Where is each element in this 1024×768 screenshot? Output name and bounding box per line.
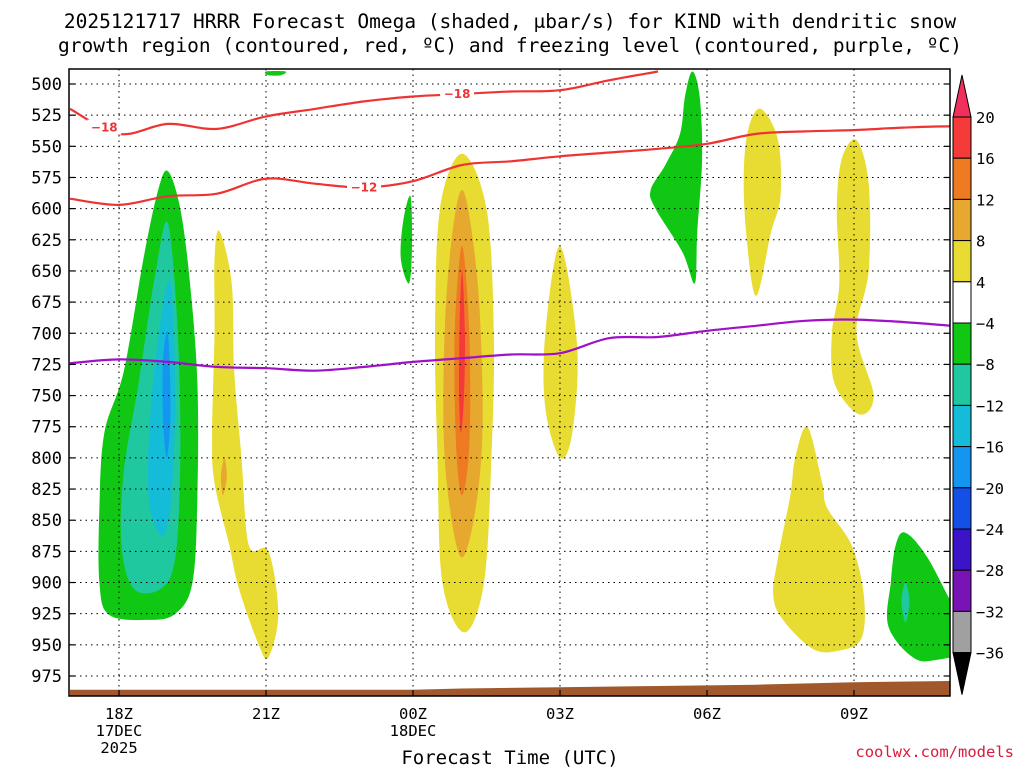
colorbar-label-12: −32 [976, 603, 1004, 621]
colorbar-bin-11 [952, 569, 972, 612]
freezing-level-0-line [69, 318, 950, 372]
colorbar-label-10: −24 [976, 521, 1004, 539]
dgz-minus-18-label-bg-0 [87, 119, 122, 135]
ground-layer [70, 681, 950, 696]
omega-teal-10z [901, 582, 910, 623]
colorbar: 20 16 12 8 4 −4 −8 −12 −16 −20 −24 −28 −32 −36 [952, 74, 1004, 695]
y-tick-label-750: 750 [31, 387, 62, 407]
colorbar-bin-6 [952, 363, 972, 406]
y-tick-label-500: 500 [31, 75, 62, 95]
dgz-minus-18-right-line [981, 72, 1006, 97]
x-tick-label-18Z: 18Z [105, 705, 133, 723]
omega-red-01z [458, 270, 466, 433]
colorbar-bin-10 [952, 528, 972, 571]
dgz-minus-12-label-0: −12 [351, 180, 378, 194]
y-tick-label-925: 925 [31, 605, 62, 625]
omega-shading-layer [98, 62, 1014, 662]
colorbar-bin-1 [952, 157, 972, 200]
y-tick-label-675: 675 [31, 293, 62, 313]
y-tick-label-800: 800 [31, 449, 62, 469]
y-tick-label-825: 825 [31, 480, 62, 500]
omega-green-2345z [400, 195, 413, 284]
omega-green-21z-top [264, 71, 287, 76]
colorbar-label-8: −16 [976, 439, 1004, 457]
colorbar-label-9: −20 [976, 480, 1004, 498]
colorbar-bin-8 [952, 446, 972, 489]
chart-title-line1: 2025121717 HRRR Forecast Omega (shaded, … [64, 10, 956, 33]
y-tick-label-575: 575 [31, 168, 62, 188]
y-tick-label-900: 900 [31, 574, 62, 594]
y-tick-label-975: 975 [31, 667, 62, 687]
y-tick-label-875: 875 [31, 542, 62, 562]
y-tick-label-650: 650 [31, 262, 62, 282]
dgz-minus-18-line [69, 70, 659, 136]
colorbar-bin-2 [952, 198, 972, 242]
colorbar-bin-12 [952, 610, 972, 654]
dgz-minus-12-label-bg-0 [347, 179, 381, 195]
colorbar-label-11: −28 [976, 562, 1004, 580]
x-tick-label-09Z: 09Z [840, 705, 868, 723]
x-tick-year-18Z: 2025 [100, 739, 137, 757]
y-axis: 500 525 550 575 600 625 650 675 700 725 750 775 800 8… [31, 75, 950, 687]
y-tick-label-775: 775 [31, 418, 62, 438]
y-tick-label-625: 625 [31, 231, 62, 251]
omega-yellow-2030z [212, 230, 279, 660]
x-tick-label-03Z: 03Z [546, 705, 574, 723]
x-tick-label-00Z: 00Z [399, 705, 427, 723]
omega-yellow-0830z [831, 139, 874, 415]
plot-area: −18 −18 −12 [69, 62, 1014, 696]
colorbar-label-7: −12 [976, 397, 1004, 415]
terrain-surface [70, 681, 950, 696]
y-tick-label-525: 525 [31, 106, 62, 126]
y-tick-label-700: 700 [31, 324, 62, 344]
y-tick-label-600: 600 [31, 200, 62, 220]
credit-text: coolwx.com/models [855, 743, 1014, 761]
dgz-minus-18-label-bg-1 [440, 85, 475, 101]
colorbar-label-6: −8 [976, 356, 995, 374]
colorbar-label-3: 8 [976, 233, 985, 251]
colorbar-bin-7 [952, 404, 972, 448]
colorbar-bin-5 [952, 322, 972, 365]
x-tick-date-00Z: 18DEC [390, 722, 437, 740]
colorbar-bin-9 [952, 487, 972, 530]
x-tick-label-06Z: 06Z [693, 705, 721, 723]
y-tick-label-725: 725 [31, 355, 62, 375]
x-axis-label: Forecast Time (UTC) [401, 747, 618, 768]
colorbar-bin-4 [952, 281, 972, 324]
omega-green-11z [979, 62, 1014, 203]
y-tick-label-850: 850 [31, 511, 62, 531]
colorbar-label-13: −36 [976, 645, 1004, 663]
dgz-minus-18-label-1: −18 [444, 87, 471, 101]
colorbar-label-0: 20 [976, 109, 995, 127]
y-tick-label-550: 550 [31, 137, 62, 157]
contour-layer: −18 −18 −12 [69, 70, 1006, 372]
dgz-minus-12-line [69, 125, 950, 207]
colorbar-label-4: 4 [976, 274, 985, 292]
colorbar-label-1: 16 [976, 150, 995, 168]
omega-orange-2030z [220, 457, 227, 496]
x-tick-date-18Z: 17DEC [96, 722, 143, 740]
omega-yellow-08z [773, 426, 865, 653]
colorbar-bin-3 [952, 240, 972, 283]
grid-layer [69, 69, 950, 696]
colorbar-bin-0 [952, 116, 972, 159]
colorbar-top-arrow [952, 74, 972, 118]
y-tick-label-950: 950 [31, 636, 62, 656]
dgz-minus-18-label-0: −18 [91, 121, 118, 135]
omega-yellow-07z [743, 108, 782, 296]
colorbar-label-2: 12 [976, 191, 995, 209]
omega-green-10z [886, 532, 950, 662]
colorbar-label-5: −4 [976, 315, 995, 333]
omega-green-05z [649, 71, 703, 284]
x-tick-label-21Z: 21Z [252, 705, 280, 723]
chart-title-line2: growth region (contoured, red, ºC) and f… [58, 34, 962, 57]
plot-frame [68, 68, 951, 697]
colorbar-bottom-arrow [952, 652, 972, 695]
